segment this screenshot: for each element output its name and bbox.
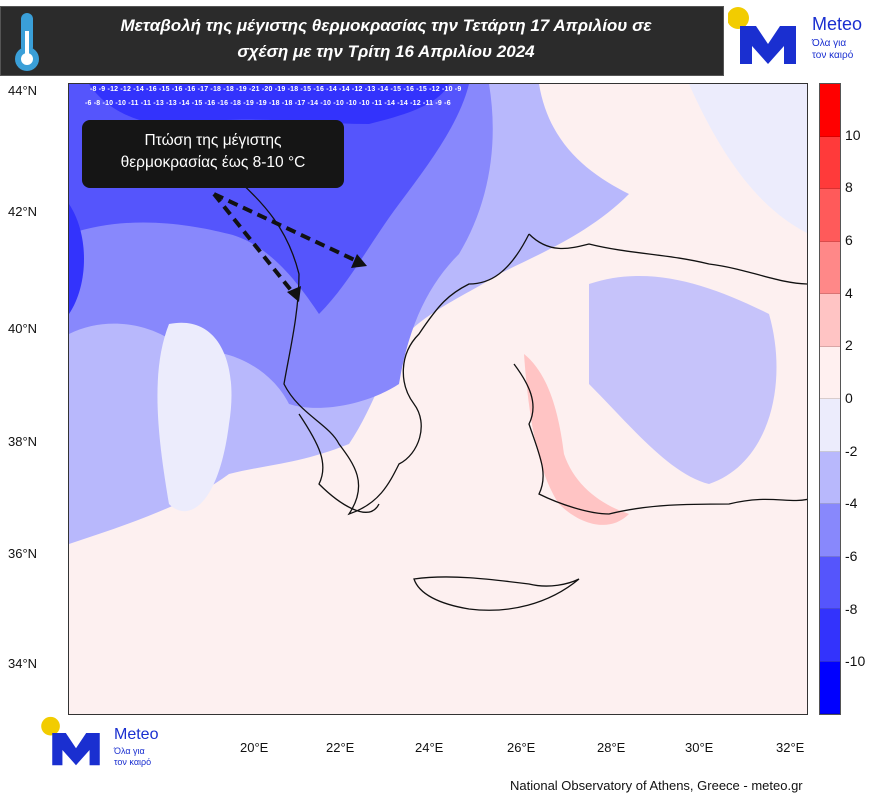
colorbar-label: 4 xyxy=(845,284,853,301)
page-title: Μεταβολή της μέγιστης θερμοκρασίας την Τ… xyxy=(56,13,716,65)
title-line-1: Μεταβολή της μέγιστης θερμοκρασίας την Τ… xyxy=(120,16,652,35)
colorbar-label: 6 xyxy=(845,232,853,248)
colorbar-segment xyxy=(820,399,840,452)
lon-tick: 26°E xyxy=(507,740,536,755)
logo-tagline-2: τον καιρό xyxy=(114,757,152,767)
colorbar-segment xyxy=(820,556,840,609)
colorbar-segment xyxy=(820,451,840,504)
colorbar-label: -8 xyxy=(845,600,858,617)
lat-tick: 36°N xyxy=(8,546,38,561)
colorbar-segment xyxy=(820,661,840,714)
logo-tagline-1: Όλα για xyxy=(114,746,145,756)
footer-credit: National Observatory of Athens, Greece -… xyxy=(510,778,803,793)
meteo-logo-mark-icon xyxy=(728,7,796,64)
colorbar-segment xyxy=(820,294,840,347)
meteo-logo-mark-icon xyxy=(41,716,100,766)
callout-line-2: θερμοκρασίας έως 8-10 °C xyxy=(120,154,306,171)
arrow-head-icon xyxy=(351,254,367,268)
colorbar-label: -2 xyxy=(845,442,858,459)
lon-tick: 22°E xyxy=(326,740,355,755)
colorbar-label: -10 xyxy=(845,653,866,670)
colorbar-segment xyxy=(820,136,840,189)
lat-tick: 38°N xyxy=(8,434,38,449)
lat-tick: 42°N xyxy=(8,204,38,219)
colorbar-label: 8 xyxy=(845,179,853,196)
colorbar-label: 2 xyxy=(845,337,853,354)
colorbar-segment xyxy=(820,189,840,242)
thermometer-icon xyxy=(15,13,39,71)
lon-tick: 32°E xyxy=(776,740,805,755)
colorbar-segment xyxy=(820,241,840,294)
colorbar-label: 10 xyxy=(845,126,861,143)
lat-tick: 34°N xyxy=(8,656,38,671)
lon-tick: 28°E xyxy=(597,740,626,755)
logo-name: Meteo xyxy=(114,726,159,743)
logo-name: Meteo xyxy=(812,14,863,34)
grid-values-row: -6 -8 -10 -10 -11 -11 -13 -13 -14 -15 -1… xyxy=(85,100,451,107)
logo-tagline-2: τον καιρό xyxy=(812,50,854,61)
lat-tick: 44°N xyxy=(8,83,38,98)
callout-line-1: Πτώση της μέγιστης xyxy=(144,132,282,149)
annotation-callout: Πτώση της μέγιστης θερμοκρασίας έως 8-10… xyxy=(82,120,344,188)
lon-tick: 30°E xyxy=(685,740,714,755)
logo-tagline-1: Όλα για xyxy=(812,38,847,49)
colorbar-label: -6 xyxy=(845,548,858,564)
lat-tick: 40°N xyxy=(8,321,38,336)
meteo-logo-bottom: Meteo Όλα για τον καιρό xyxy=(36,716,186,772)
meteo-logo: Meteo Όλα για τον καιρό xyxy=(724,6,880,74)
colorbar-label: 0 xyxy=(845,390,853,406)
colorbar-segment xyxy=(820,609,840,662)
colorbar-label: -4 xyxy=(845,495,858,512)
colorbar-segment xyxy=(820,504,840,557)
colorbar-segment xyxy=(820,84,840,137)
title-line-2: σχέση με την Τρίτη 16 Απριλίου 2024 xyxy=(237,42,535,61)
grid-values-row: -8 -9 -12 -12 -14 -16 -15 -16 -16 -17 -1… xyxy=(90,86,462,93)
title-banner: Μεταβολή της μέγιστης θερμοκρασίας την Τ… xyxy=(0,6,724,76)
colorbar xyxy=(819,83,841,715)
arrow-head-icon xyxy=(287,286,301,302)
lon-tick: 20°E xyxy=(240,740,269,755)
colorbar-segment xyxy=(820,346,840,399)
lon-tick: 24°E xyxy=(415,740,444,755)
